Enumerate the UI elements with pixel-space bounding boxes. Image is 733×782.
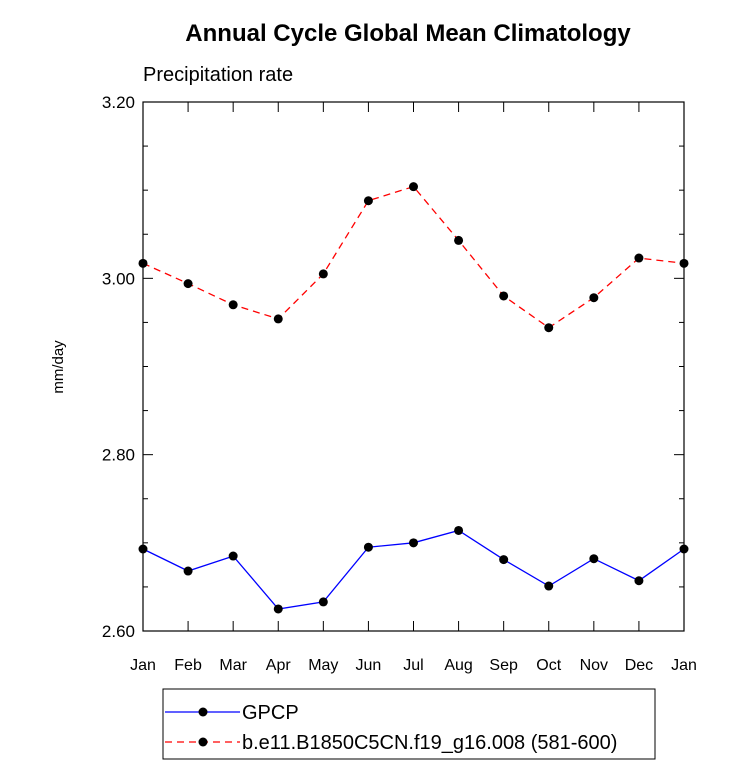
series-0-point [228,551,238,561]
series-1-point [634,253,644,263]
legend-box [162,688,656,760]
series-1-point [318,269,328,279]
series-0-point [138,544,148,554]
legend-model-marker [198,737,208,747]
y-tick-label: 3.00 [102,269,135,288]
x-tick-label: Jan [671,657,697,674]
y-tick-label: 2.60 [102,622,135,641]
y-tick-label: 3.20 [102,93,135,112]
x-tick-label: May [308,657,338,674]
y-tick-label: 2.80 [102,446,135,465]
series-1-point [228,300,238,310]
chart-title: Annual Cycle Global Mean Climatology [185,20,631,47]
legend-gpcp-marker [198,707,208,717]
chart-subtitle: Precipitation rate [143,64,293,86]
x-tick-label: Sep [489,657,518,674]
x-tick-label: Oct [536,657,561,674]
series-0-point [409,538,418,548]
series-0-point [318,597,328,607]
series-1-point [183,279,193,289]
series-0-point [499,555,509,565]
series-line-1 [142,185,685,329]
legend-gpcp-label: GPCP [242,702,299,724]
series-1-point [363,196,373,206]
legend: GPCP b.e11.B1850C5CN.f19_g16.008 (581-60… [162,688,656,760]
x-tick-label: Jan [130,657,156,674]
series-0-point [183,566,193,576]
series-1-point [589,293,599,303]
series-0-point [454,525,464,535]
plot-frame [142,101,685,632]
x-tick-label: Jun [356,657,382,674]
legend-model-label: b.e11.B1850C5CN.f19_g16.008 (581-600) [242,732,617,754]
series-1-point [138,258,148,268]
series-1-point [679,258,689,268]
series-1-point [273,314,283,324]
y-axis-label: mm/day [50,340,67,394]
series-0-point [679,544,689,554]
series-1-point [454,235,464,245]
x-tick-label: Aug [444,657,472,674]
x-tick-label: Mar [219,657,247,674]
series-0-point [544,581,554,591]
x-tick-label: Feb [174,657,202,674]
x-tick-label: Dec [625,657,653,674]
x-tick-label: Apr [266,657,292,674]
series-0-point [589,554,599,564]
series-1-point [499,291,509,301]
plot-series [138,182,689,614]
x-tick-label: Jul [403,657,423,674]
x-tick-label: Nov [580,657,608,674]
series-0-point [273,604,283,614]
series-1-point [544,323,554,333]
series-0-point [363,542,373,552]
series-0-point [634,576,644,586]
series-1-point [409,182,418,192]
axes: 2.60 2.80 3.00 3.20 Jan Feb Mar Apr May Jun Jul Aug… [102,93,697,674]
